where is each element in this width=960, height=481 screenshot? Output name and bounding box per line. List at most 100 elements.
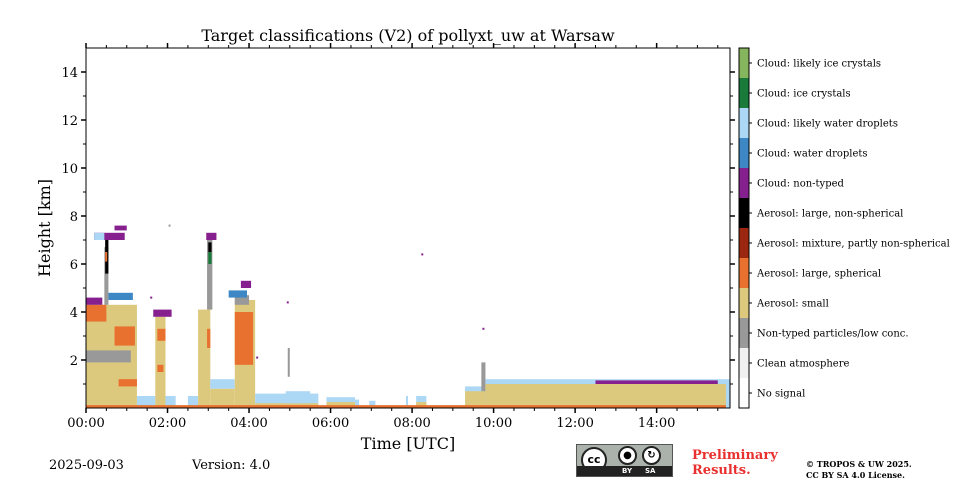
class-region xyxy=(465,391,486,408)
by-label: BY xyxy=(622,467,633,475)
legend-swatch xyxy=(739,48,749,78)
class-region xyxy=(210,379,235,389)
preliminary-line-1: Preliminary xyxy=(692,448,778,463)
x-axis-label: Time [UTC] xyxy=(361,434,455,453)
class-speckle xyxy=(150,296,153,299)
legend-label: Cloud: likely ice crystals xyxy=(757,59,881,70)
class-region xyxy=(86,304,107,322)
class-region xyxy=(105,252,108,262)
y-tick-label: 8 xyxy=(70,210,78,225)
x-tick-label: 06:00 xyxy=(312,416,349,431)
version-label: Version: 4.0 xyxy=(192,458,271,473)
class-region xyxy=(595,380,718,384)
class-region xyxy=(208,242,212,252)
class-region xyxy=(108,292,133,300)
class-speckle xyxy=(168,224,171,227)
class-region xyxy=(326,402,356,408)
class-region xyxy=(86,297,103,305)
axis-ticks: 00:00 02:00 04:00 06:00 08:00 10:00 12:00 14:00… xyxy=(61,43,735,431)
sa-label: SA xyxy=(645,467,656,475)
preliminary-line-2: Results. xyxy=(692,463,751,478)
class-region xyxy=(136,396,156,406)
class-speckle xyxy=(421,253,424,256)
legend-label: Clean atmosphere xyxy=(757,359,850,370)
legend-label: Aerosol: small xyxy=(756,299,829,310)
color-legend: No signal Clean atmosphere Non-typed parti… xyxy=(738,47,950,409)
class-region xyxy=(416,402,427,408)
class-region xyxy=(234,295,250,305)
class-region xyxy=(187,396,199,406)
class-region xyxy=(157,364,164,372)
class-region xyxy=(210,388,235,408)
class-region xyxy=(207,240,213,310)
legend-label: Cloud: non-typed xyxy=(757,179,845,190)
legend-swatch xyxy=(739,108,749,138)
class-region xyxy=(198,309,211,408)
class-region xyxy=(485,384,726,408)
class-region xyxy=(104,247,109,305)
legend-swatch xyxy=(739,318,749,348)
x-tick-label: 00:00 xyxy=(67,416,104,431)
class-region xyxy=(481,362,486,392)
x-tick-label: 14:00 xyxy=(638,416,675,431)
class-region xyxy=(355,399,360,408)
class-region xyxy=(285,391,311,404)
class-region xyxy=(153,309,172,317)
legend-label: Cloud: likely water droplets xyxy=(757,119,898,130)
legend-swatch xyxy=(739,168,749,198)
x-tick-label: 12:00 xyxy=(556,416,593,431)
legend-swatch xyxy=(739,378,749,408)
legend-swatch xyxy=(739,198,749,228)
copyright-line-2: CC BY SA 4.0 License. xyxy=(806,470,905,480)
preliminary-results-note: Preliminary Results. xyxy=(692,448,778,478)
class-region xyxy=(206,232,217,240)
legend-label: Non-typed particles/low conc. xyxy=(757,329,909,340)
legend-label: Aerosol: large, non-spherical xyxy=(756,209,903,220)
legend-label: Cloud: ice crystals xyxy=(757,89,851,100)
class-region xyxy=(405,396,408,408)
y-tick-label: 10 xyxy=(61,162,78,177)
y-axis-label: Height [km] xyxy=(35,179,54,277)
cc-license-badge: cc ● ↻ BY SA xyxy=(576,444,673,477)
class-region xyxy=(240,280,252,288)
legend-label: Aerosol: large, spherical xyxy=(756,269,881,280)
legend-frame xyxy=(738,47,750,409)
class-region xyxy=(369,400,376,408)
x-tick-label: 08:00 xyxy=(393,416,430,431)
class-region xyxy=(228,290,247,298)
y-tick-label: 6 xyxy=(70,258,78,273)
class-region xyxy=(86,350,131,363)
class-region xyxy=(287,348,290,377)
chart-title: Target classifications (V2) of pollyxt_u… xyxy=(201,26,615,45)
class-region xyxy=(155,316,166,408)
plot-area xyxy=(86,224,730,408)
class-region xyxy=(207,328,211,348)
class-region xyxy=(86,405,726,408)
class-region xyxy=(118,379,137,387)
legend-label: Cloud: water droplets xyxy=(757,149,868,160)
class-region xyxy=(114,326,135,346)
legend-swatch xyxy=(739,138,749,168)
y-tick-label: 2 xyxy=(70,354,78,369)
x-tick-label: 04:00 xyxy=(230,416,267,431)
sa-share-icon: ↻ xyxy=(642,446,661,465)
class-speckle xyxy=(286,301,289,304)
legend-swatch xyxy=(739,348,749,378)
x-tick-label: 10:00 xyxy=(475,416,512,431)
legend-swatch xyxy=(739,258,749,288)
class-speckle xyxy=(482,327,485,330)
y-tick-label: 12 xyxy=(61,114,78,129)
by-person-icon: ● xyxy=(618,446,637,465)
class-speckle xyxy=(256,356,259,359)
cc-badge-bar xyxy=(577,466,672,476)
x-tick-label: 02:00 xyxy=(149,416,186,431)
plot-frame xyxy=(85,47,731,409)
class-region xyxy=(114,225,127,231)
class-region xyxy=(208,252,212,264)
class-region xyxy=(165,396,176,406)
legend-label: No signal xyxy=(757,389,805,400)
y-tick-label: 4 xyxy=(70,306,78,321)
date-label: 2025-09-03 xyxy=(49,458,124,473)
class-region xyxy=(157,328,166,341)
